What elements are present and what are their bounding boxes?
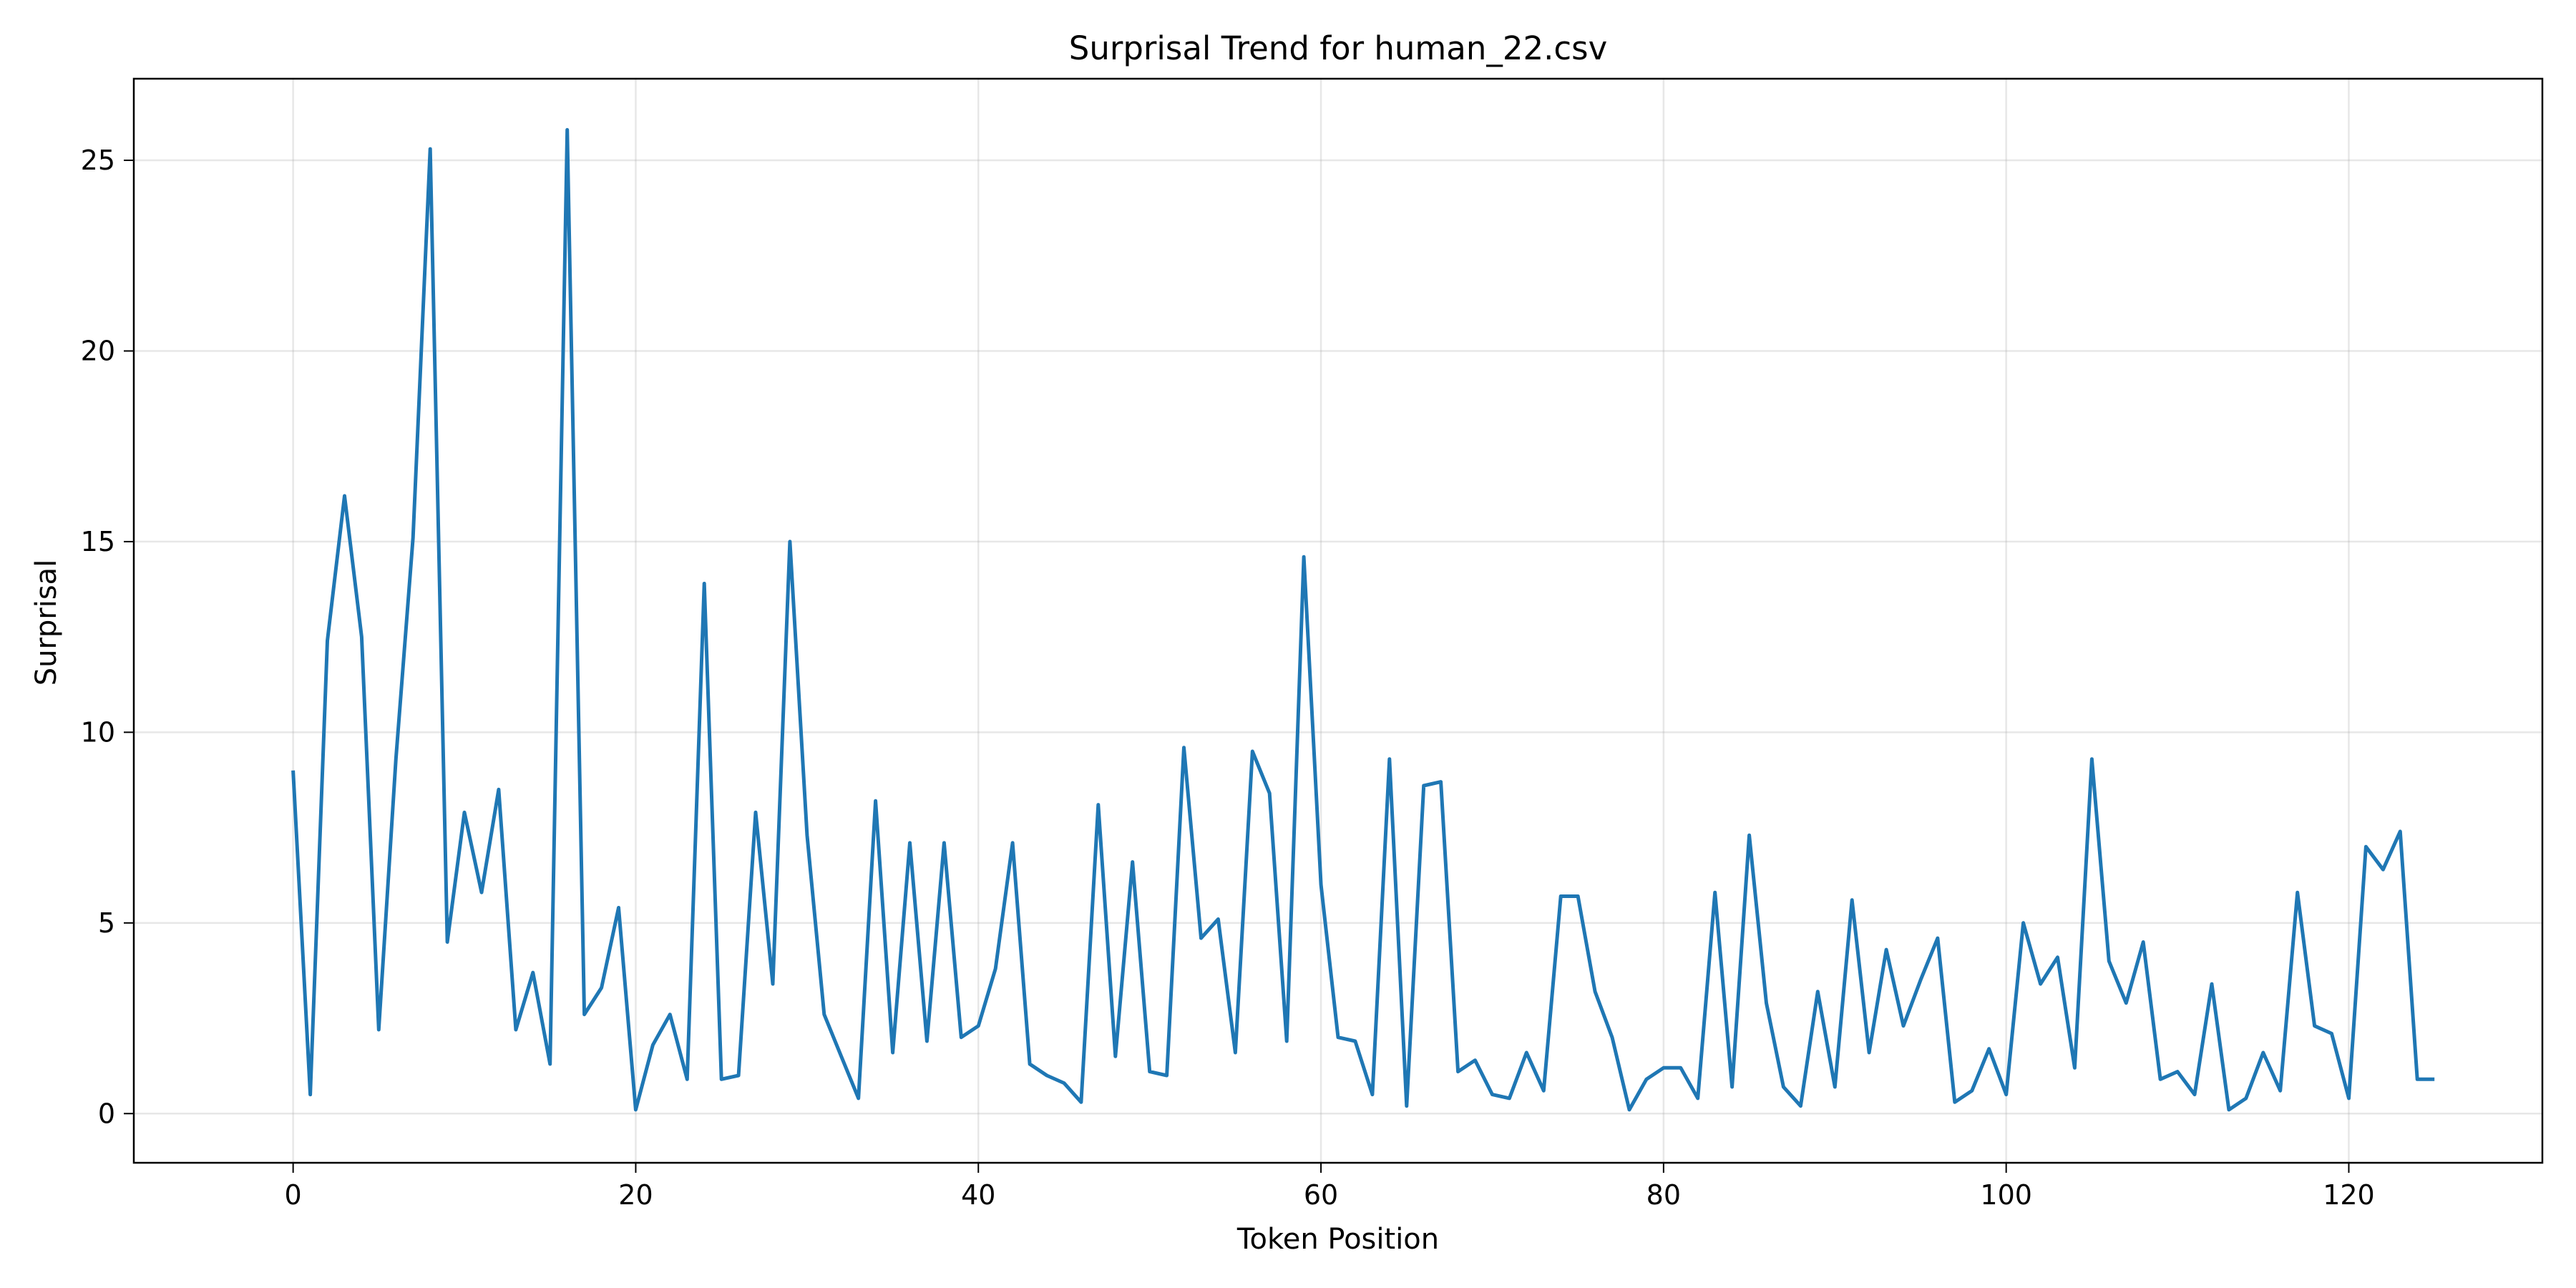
y-tick-label: 0 — [98, 1098, 115, 1129]
y-tick-label: 20 — [81, 335, 115, 366]
y-tick-label: 15 — [81, 526, 115, 557]
series-line-1 — [291, 127, 2435, 1112]
x-tick-label: 120 — [2323, 1179, 2375, 1211]
x-tick-label: 20 — [618, 1179, 653, 1211]
y-tick-label: 5 — [98, 907, 115, 939]
series-layer — [291, 127, 2435, 1112]
axis-ticks: 0 20 40 60 80 100 120 0 5 10 15 20 25 — [81, 145, 2375, 1211]
y-axis-label: Surprisal — [30, 560, 63, 686]
x-tick-label: 0 — [285, 1179, 302, 1211]
x-axis-label: Token Position — [1236, 1223, 1439, 1256]
y-tick-label: 25 — [81, 145, 115, 176]
y-tick-label: 10 — [81, 716, 115, 748]
x-tick-label: 60 — [1304, 1179, 1338, 1211]
x-tick-label: 40 — [961, 1179, 995, 1211]
plot-frame — [132, 77, 2544, 1164]
x-tick-label: 100 — [1980, 1179, 2032, 1211]
chart-title: Surprisal Trend for human_22.csv — [1069, 29, 1607, 67]
x-tick-label: 80 — [1646, 1179, 1681, 1211]
grid-lines — [134, 79, 2542, 1163]
